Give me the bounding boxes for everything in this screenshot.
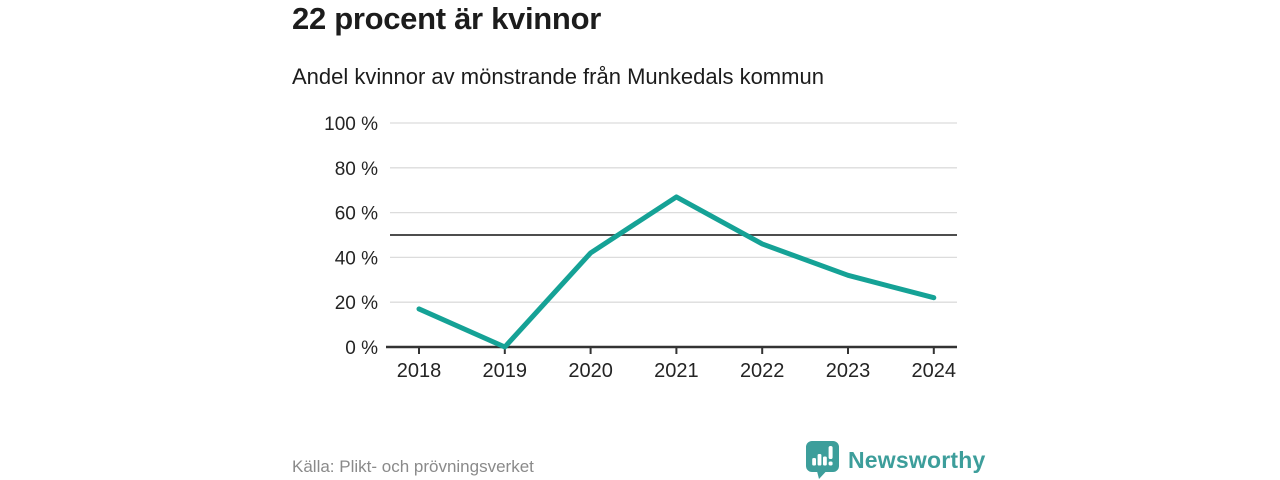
- exclamation-dot: [828, 461, 833, 466]
- bar-2: [817, 454, 822, 466]
- x-axis-label: 2021: [654, 360, 699, 382]
- x-axis-label: 2019: [483, 360, 528, 382]
- chart-subtitle: Andel kvinnor av mönstrande från Munkeda…: [292, 64, 824, 89]
- chart-title: 22 procent är kvinnor: [292, 1, 601, 36]
- y-axis-label: 0 %: [345, 338, 378, 359]
- source-note: Källa: Plikt- och prövningsverket: [292, 457, 534, 476]
- bar-3: [823, 456, 827, 466]
- x-axis-label: 2018: [397, 360, 442, 382]
- data-line: [416, 194, 937, 350]
- x-axis-label: 2024: [912, 360, 957, 382]
- speech-bubble-shape: [806, 441, 839, 479]
- bar-1: [812, 458, 816, 466]
- x-axis-label: 2023: [826, 360, 871, 382]
- y-axis-label: 100 %: [324, 114, 378, 135]
- exclamation-stem: [828, 446, 833, 459]
- x-axis-label: 2022: [740, 360, 785, 382]
- y-axis-label: 60 %: [335, 204, 378, 225]
- brand-name: Newsworthy: [848, 446, 986, 473]
- y-axis-label: 80 %: [335, 159, 378, 180]
- x-axis-label: 2020: [568, 360, 613, 382]
- brand-logo: Newsworthy: [806, 441, 985, 479]
- newsworthy-logo-icon: [806, 441, 839, 479]
- y-axis-label: 20 %: [335, 293, 378, 314]
- y-axis-label: 40 %: [335, 248, 378, 269]
